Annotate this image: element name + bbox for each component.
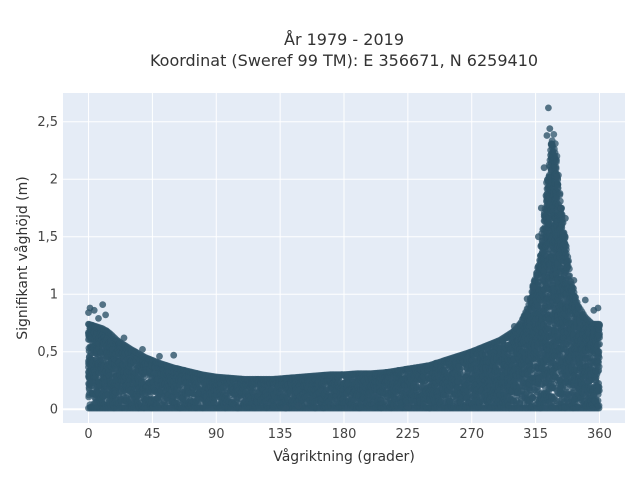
data-points bbox=[85, 104, 603, 412]
chart-title-line-2: Koordinat (Sweref 99 TM): E 356671, N 62… bbox=[150, 51, 538, 70]
chart-title-line-1: År 1979 - 2019 bbox=[284, 30, 404, 49]
